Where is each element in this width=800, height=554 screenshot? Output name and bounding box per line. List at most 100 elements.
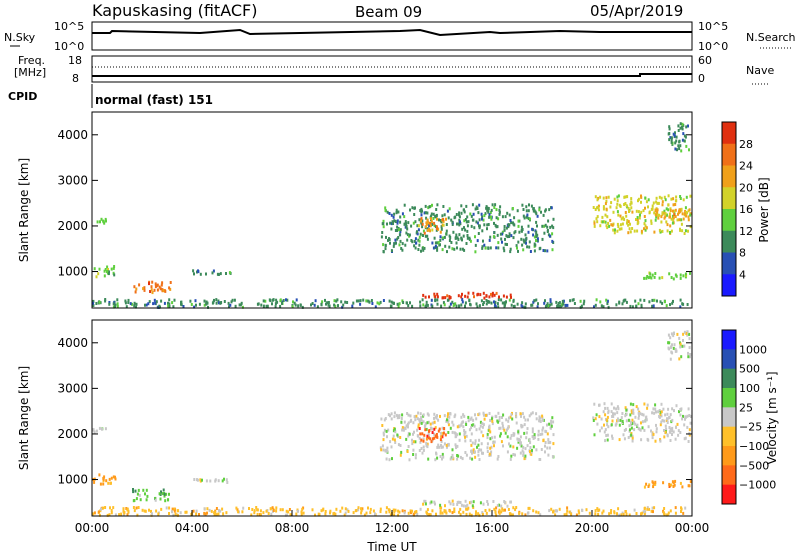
freq-label-line2: [MHz] xyxy=(14,66,46,79)
scatter-cell xyxy=(423,246,426,250)
scatter-cell xyxy=(472,423,475,427)
scatter-cell xyxy=(172,305,175,309)
scatter-cell xyxy=(500,504,503,508)
scatter-cell xyxy=(314,299,317,303)
scatter-cell xyxy=(491,294,494,298)
scatter-cell xyxy=(525,241,527,245)
colorbar-tick-label: 8 xyxy=(739,247,746,260)
scatter-cell xyxy=(623,195,626,199)
scatter-cell xyxy=(486,436,489,440)
scatter-cell xyxy=(523,216,526,220)
scatter-cell xyxy=(153,288,156,292)
scatter-cell xyxy=(510,303,513,307)
scatter-cell xyxy=(313,303,316,307)
scatter-cell xyxy=(606,302,609,305)
scatter-cell xyxy=(446,445,448,449)
scatter-cell xyxy=(96,220,99,224)
scatter-cell xyxy=(633,428,636,432)
scatter-cell xyxy=(472,450,475,454)
scatter-cell xyxy=(469,302,471,306)
scatter-cell xyxy=(687,218,690,222)
date-title: 05/Apr/2019 xyxy=(590,2,683,20)
colorbar-tick-label: −25 xyxy=(739,421,762,434)
scatter-cell xyxy=(440,304,443,308)
scatter-cell xyxy=(678,139,681,143)
scatter-cell xyxy=(439,238,442,242)
scatter-cell xyxy=(425,437,428,441)
scatter-cell xyxy=(528,414,531,418)
scatter-cell xyxy=(449,426,452,430)
scatter-cell xyxy=(206,511,208,515)
scatter-cell xyxy=(506,426,509,430)
scatter-cell xyxy=(444,509,447,513)
scatter-cell xyxy=(655,196,658,200)
scatter-cell xyxy=(525,236,528,240)
scatter-cell xyxy=(588,511,591,515)
scatter-cell xyxy=(515,421,518,425)
scatter-cell xyxy=(616,405,619,409)
scatter-cell xyxy=(550,507,553,511)
scatter-cell xyxy=(394,238,397,242)
scatter-cell xyxy=(539,433,542,436)
scatter-cell xyxy=(441,296,444,300)
scatter-cell xyxy=(112,271,115,275)
scatter-cell xyxy=(479,420,482,424)
scatter-cell xyxy=(184,510,187,514)
scatter-cell xyxy=(417,248,420,251)
scatter-cell xyxy=(389,513,392,517)
scatter-cell xyxy=(442,301,445,305)
scatter-cell xyxy=(124,299,127,303)
scatter-cell xyxy=(645,200,648,204)
scatter-cell xyxy=(324,512,327,516)
scatter-cell xyxy=(638,414,640,417)
scatter-cell xyxy=(284,513,287,517)
scatter-cell xyxy=(534,243,537,247)
scatter-cell xyxy=(223,300,226,303)
scatter-cell xyxy=(511,513,514,517)
scatter-cell xyxy=(100,217,103,221)
scatter-cell xyxy=(477,211,480,215)
scatter-cell xyxy=(205,302,208,306)
scatter-cell xyxy=(394,441,397,444)
scatter-cell xyxy=(689,353,692,356)
scatter-cell xyxy=(572,298,575,302)
scatter-cell xyxy=(104,427,107,431)
scatter-cell xyxy=(663,195,666,199)
scatter-cell xyxy=(495,415,498,419)
scatter-cell xyxy=(110,511,113,515)
scatter-cell xyxy=(524,454,527,458)
scatter-cell xyxy=(480,442,483,446)
scatter-cell xyxy=(454,236,457,240)
scatter-cell xyxy=(664,212,667,216)
scatter-cell xyxy=(628,424,631,428)
scatter-cell xyxy=(381,444,384,448)
scatter-cell xyxy=(520,229,523,233)
scatter-cell xyxy=(393,513,396,517)
scatter-cell xyxy=(172,513,175,517)
scatter-cell xyxy=(681,344,684,348)
x-tick-label: 08:00 xyxy=(275,521,310,535)
scatter-cell xyxy=(648,211,651,215)
scatter-cell xyxy=(411,509,413,513)
scatter-cell xyxy=(493,507,496,511)
scatter-cell xyxy=(477,512,480,516)
scatter-cell xyxy=(481,512,484,516)
scatter-cell xyxy=(667,203,670,207)
scatter-cell xyxy=(687,440,690,443)
scatter-cell xyxy=(541,428,544,432)
scatter-cell xyxy=(478,304,481,308)
scatter-cell xyxy=(445,419,448,423)
scatter-cell xyxy=(536,305,539,309)
scatter-cell xyxy=(300,510,303,514)
scatter-cell xyxy=(575,513,578,517)
scatter-cell xyxy=(137,506,140,509)
scatter-cell xyxy=(98,267,101,271)
scatter-cell xyxy=(433,221,436,225)
scatter-cell xyxy=(324,298,326,302)
scatter-cell xyxy=(217,479,220,483)
scatter-cell xyxy=(604,213,607,217)
scatter-cell xyxy=(131,302,133,306)
scatter-cell xyxy=(433,427,436,431)
scatter-cell xyxy=(114,303,117,307)
scatter-cell xyxy=(104,217,107,221)
